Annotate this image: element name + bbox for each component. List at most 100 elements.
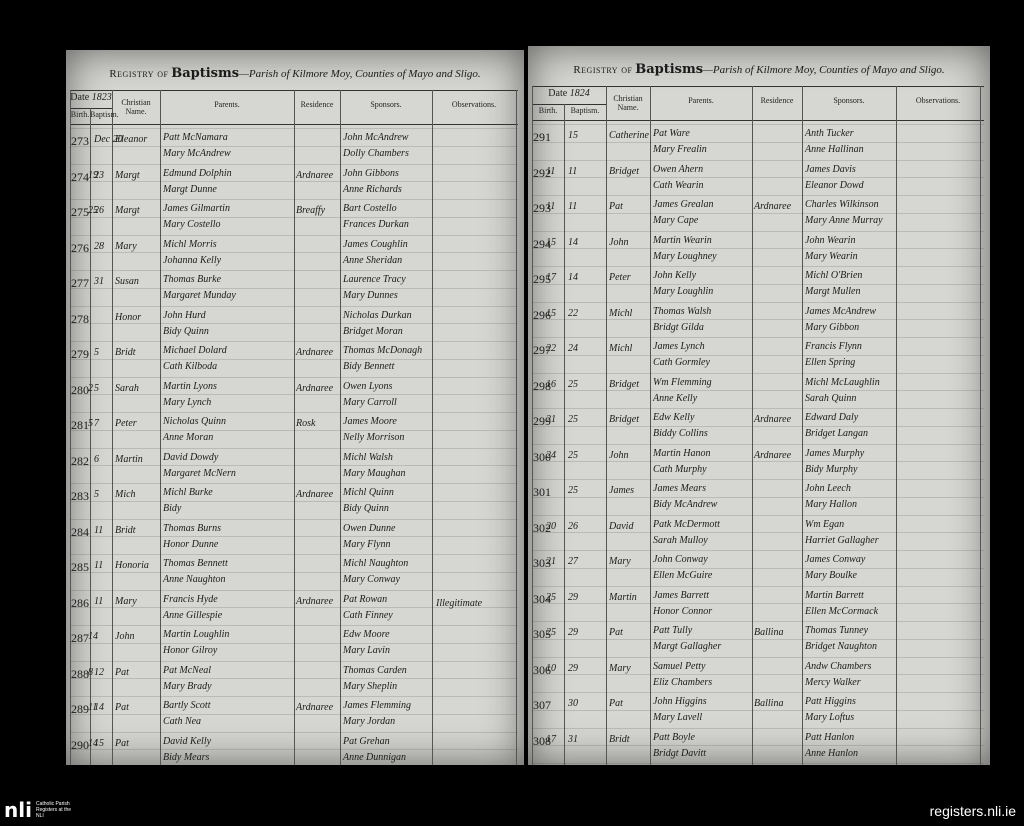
page-title: Registry of Baptisms—Parish of Kilmore M… bbox=[528, 62, 990, 77]
ruled-line bbox=[532, 443, 984, 445]
sponsor-name: James Coughlin bbox=[343, 238, 408, 250]
entry-number: 295 bbox=[533, 272, 551, 286]
ruled-line bbox=[70, 536, 518, 538]
parent-name: Patt McNamara bbox=[163, 132, 228, 143]
birth-date: 25 bbox=[88, 205, 98, 216]
baptism-date: 5 bbox=[94, 382, 99, 394]
rule bbox=[532, 86, 984, 87]
birth-date: 22 bbox=[546, 343, 556, 354]
entry-number: 298 bbox=[533, 378, 551, 393]
ruled-line bbox=[70, 465, 518, 467]
site-url[interactable]: registers.nli.ie bbox=[929, 803, 1016, 819]
entry-number: 278 bbox=[71, 311, 89, 326]
birth-date: 11 bbox=[546, 201, 556, 212]
parent-name: Mary Loughney bbox=[653, 250, 717, 262]
baptism-date: 27 bbox=[568, 556, 578, 567]
ruled-line bbox=[532, 727, 984, 729]
sponsor-name: Mary Maughan bbox=[343, 467, 406, 479]
parent-name: Mary McAndrew bbox=[163, 148, 231, 159]
ruled-line bbox=[532, 709, 984, 711]
sponsor-name: Ellen McCormack bbox=[805, 605, 879, 617]
christian-name: Margt bbox=[115, 169, 140, 181]
baptism-date: 5 bbox=[94, 489, 99, 500]
sponsor-name: James McAndrew bbox=[805, 305, 876, 317]
column-rule bbox=[564, 104, 565, 765]
ruled-line bbox=[532, 461, 984, 463]
baptism-date: 11 bbox=[94, 560, 104, 571]
sponsor-name: Michl McLaughlin bbox=[805, 376, 880, 388]
parent-name: Michl Burke bbox=[163, 487, 213, 498]
parent-name: Bidy Mears bbox=[163, 751, 210, 763]
christian-name: Pat bbox=[115, 737, 129, 749]
ruled-line bbox=[532, 159, 984, 161]
sponsor-name: Edw Moore bbox=[343, 629, 390, 640]
sponsor-name: Mary Hallon bbox=[805, 499, 857, 510]
birth-date: 25 bbox=[546, 591, 556, 603]
entry-number: 283 bbox=[71, 489, 89, 503]
sponsor-name: Patt Higgins bbox=[805, 696, 856, 707]
entry-number: 277 bbox=[71, 276, 89, 290]
parent-name: James Gilmartin bbox=[163, 203, 230, 214]
parish-name: —Parish of Kilmore Moy, Counties of Mayo… bbox=[239, 68, 481, 80]
entry-number: 280 bbox=[71, 382, 89, 397]
entry-number: 286 bbox=[71, 595, 89, 610]
ruled-line bbox=[70, 412, 518, 413]
sponsor-name: Anth Tucker bbox=[805, 128, 854, 139]
baptism-date: 12 bbox=[94, 666, 104, 678]
parent-name: Bidy McAndrew bbox=[653, 499, 718, 510]
sponsor-name: Thomas McDonagh bbox=[343, 345, 423, 356]
ruled-line bbox=[70, 713, 518, 715]
entry-number: 302 bbox=[533, 520, 551, 535]
sponsor-name: Michl Naughton bbox=[343, 558, 409, 569]
parent-name: John Kelly bbox=[653, 270, 697, 281]
rule bbox=[532, 120, 984, 121]
page-title: Registry of Baptisms—Parish of Kilmore M… bbox=[66, 66, 524, 81]
christian-name: David bbox=[609, 520, 634, 532]
baptism-date: 11 bbox=[568, 165, 578, 177]
ruled-line bbox=[532, 745, 984, 747]
christian-name: Michl bbox=[609, 343, 633, 354]
column-rule bbox=[90, 108, 91, 765]
parent-name: Biddy Collins bbox=[653, 428, 708, 439]
baptism-date: 26 bbox=[568, 520, 578, 532]
sponsor-name: Frances Durkan bbox=[343, 219, 409, 230]
ruled-line bbox=[532, 301, 984, 303]
parish-name: —Parish of Kilmore Moy, Counties of Mayo… bbox=[703, 64, 945, 76]
christian-name: Margt bbox=[115, 205, 140, 216]
parent-name: Anne Gillespie bbox=[163, 609, 223, 621]
christian-name: Pat bbox=[115, 702, 129, 713]
observation: Illegitimate bbox=[436, 597, 483, 609]
sponsor-name: James Flemming bbox=[343, 700, 412, 711]
sponsor-name: Harriet Gallagher bbox=[805, 534, 879, 546]
ruled-line bbox=[532, 408, 984, 409]
sponsor-name: Bidy Bennett bbox=[343, 361, 395, 372]
parent-name: Patt Boyle bbox=[653, 731, 695, 743]
parent-name: James Barrett bbox=[653, 589, 710, 601]
baptism-date: 26 bbox=[94, 205, 104, 216]
baptism-date: 30 bbox=[568, 698, 578, 709]
column-rule bbox=[70, 90, 71, 765]
baptism-date: 22 bbox=[568, 307, 578, 319]
sponsor-name: Owen Lyons bbox=[343, 380, 393, 392]
ruled-line bbox=[532, 177, 984, 179]
sponsor-name: Nelly Morrison bbox=[343, 432, 405, 443]
christian-name: Honor bbox=[115, 311, 142, 323]
register-type: Baptisms bbox=[171, 66, 240, 81]
parent-name: Pat Ware bbox=[653, 128, 690, 139]
ruled-line bbox=[70, 731, 518, 733]
observations-header: Observations. bbox=[451, 100, 497, 109]
column-rule bbox=[516, 90, 517, 765]
sponsor-name: Laurence Tracy bbox=[343, 274, 406, 285]
parent-name: Nicholas Quinn bbox=[163, 416, 227, 427]
christian-name: Bridget bbox=[609, 165, 639, 177]
christian-name: Honoria bbox=[115, 560, 149, 571]
sponsor-name: Francis Flynn bbox=[805, 341, 862, 352]
register-page: Registry of Baptisms—Parish of Kilmore M… bbox=[528, 46, 990, 765]
ruled-line bbox=[532, 230, 984, 232]
column-rule bbox=[160, 90, 161, 765]
entry-number: 274 bbox=[71, 169, 89, 184]
parent-name: Cath Murphy bbox=[653, 463, 707, 475]
baptism-date: 6 bbox=[94, 453, 99, 465]
sponsor-name: Martin Barrett bbox=[805, 589, 864, 601]
sponsor-name: James Conway bbox=[805, 554, 866, 565]
